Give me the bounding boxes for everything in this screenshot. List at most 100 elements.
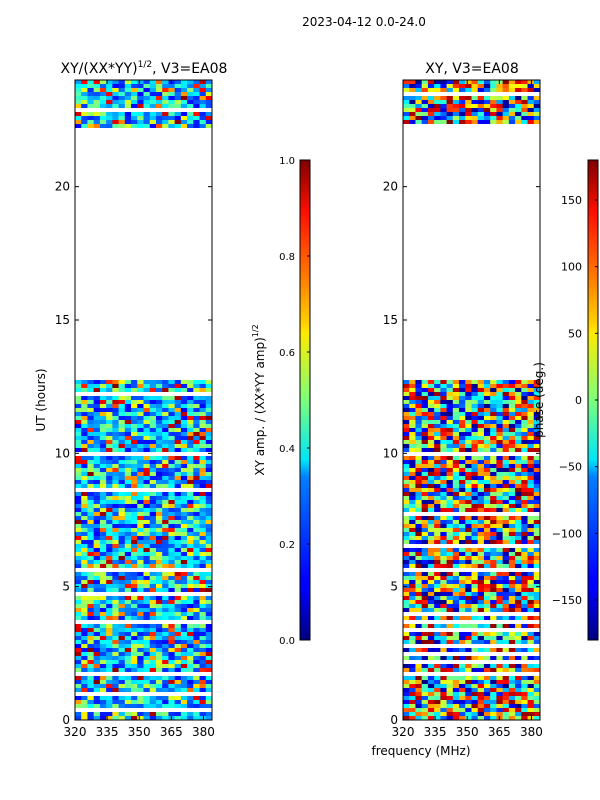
heatmap-cell [149,548,157,552]
heatmap-cell [533,680,541,684]
heatmap-cell [162,696,169,700]
heatmap-cell [187,512,194,516]
heatmap-cell [124,444,132,448]
heatmap-cell [421,396,429,400]
heatmap-cell [521,616,528,620]
heatmap-cell [143,444,151,448]
heatmap-cell [93,668,101,672]
heatmap-cell [149,96,157,100]
heatmap-cell [205,540,213,544]
heatmap-cell [137,492,144,496]
heatmap-cell [187,544,194,548]
heatmap-cell [174,500,182,504]
heatmap-cell [137,412,144,416]
heatmap-cell [199,668,207,672]
heatmap-cell [465,528,472,532]
heatmap-cell [515,592,522,596]
heatmap-cell [409,548,416,552]
heatmap-cell [403,604,410,608]
heatmap-cell [99,624,107,628]
heatmap-cell [427,484,435,488]
heatmap-cell [403,500,410,504]
heatmap-cell [533,380,541,384]
heatmap-cell [87,84,95,88]
heatmap-cell [446,444,454,448]
heatmap-cell [434,480,441,484]
heatmap-cell [471,88,479,92]
heatmap-cell [149,464,157,468]
heatmap-cell [168,640,176,644]
heatmap-cell [483,112,491,116]
heatmap-cell [155,580,163,584]
heatmap-cell [93,704,101,708]
heatmap-cell [199,664,207,668]
heatmap-cell [174,572,182,576]
heatmap-cell [533,548,541,552]
heatmap-cell [118,400,126,404]
heatmap-cell [199,84,207,88]
heatmap-cell [187,436,194,440]
heatmap-cell [477,380,485,384]
heatmap-cell [459,584,466,588]
heatmap-cell [180,484,188,488]
heatmap-cell [162,104,169,108]
heatmap-cell [174,480,182,484]
heatmap-cell [106,632,113,636]
heatmap-cell [168,456,176,460]
heatmap-cell [205,580,213,584]
heatmap-cell [168,636,176,640]
heatmap-cell [421,708,429,712]
heatmap-cell [508,448,516,452]
heatmap-cell [527,608,535,612]
heatmap-cell [427,408,435,412]
heatmap-cell [205,512,213,516]
heatmap-cell [446,648,454,652]
heatmap-cell [168,520,176,524]
heatmap-cell [409,580,416,584]
heatmap-cell [409,432,416,436]
heatmap-cell [533,84,541,88]
heatmap-cell [459,448,466,452]
heatmap-cell [99,92,107,96]
heatmap-cell [403,100,410,104]
heatmap-cell [533,472,541,476]
heatmap-cell [131,96,138,100]
heatmap-cell [199,548,207,552]
heatmap-cell [143,460,151,464]
heatmap-cell [137,80,144,84]
heatmap-cell [409,116,416,120]
heatmap-cell [471,716,479,720]
heatmap-cell [446,384,454,388]
heatmap-cell [131,472,138,476]
heatmap-cell [415,416,423,420]
heatmap-cell [106,424,113,428]
heatmap-cell [471,400,479,404]
heatmap-cell [75,116,82,120]
heatmap-cell [199,508,207,512]
heatmap-cell [446,624,454,628]
heatmap-cell [490,648,497,652]
heatmap-cell [131,520,138,524]
heatmap-cell [75,612,82,616]
heatmap-cell [162,88,169,92]
heatmap-cell [143,112,151,116]
heatmap-cell [409,688,416,692]
heatmap-cell [521,108,528,112]
heatmap-cell [205,432,213,436]
heatmap-cell [112,664,119,668]
heatmap-cell [131,636,138,640]
heatmap-cell [87,96,95,100]
heatmap-cell [205,84,213,88]
heatmap-cell [415,632,423,636]
heatmap-cell [483,508,491,512]
heatmap-cell [533,692,541,696]
heatmap-cell [149,80,157,84]
heatmap-cell [459,588,466,592]
heatmap-cell [459,104,466,108]
heatmap-cell [446,516,454,520]
heatmap-cell [477,600,485,604]
heatmap-cell [440,556,447,560]
heatmap-cell [168,400,176,404]
heatmap-cell [124,124,132,128]
heatmap-cell [403,456,410,460]
